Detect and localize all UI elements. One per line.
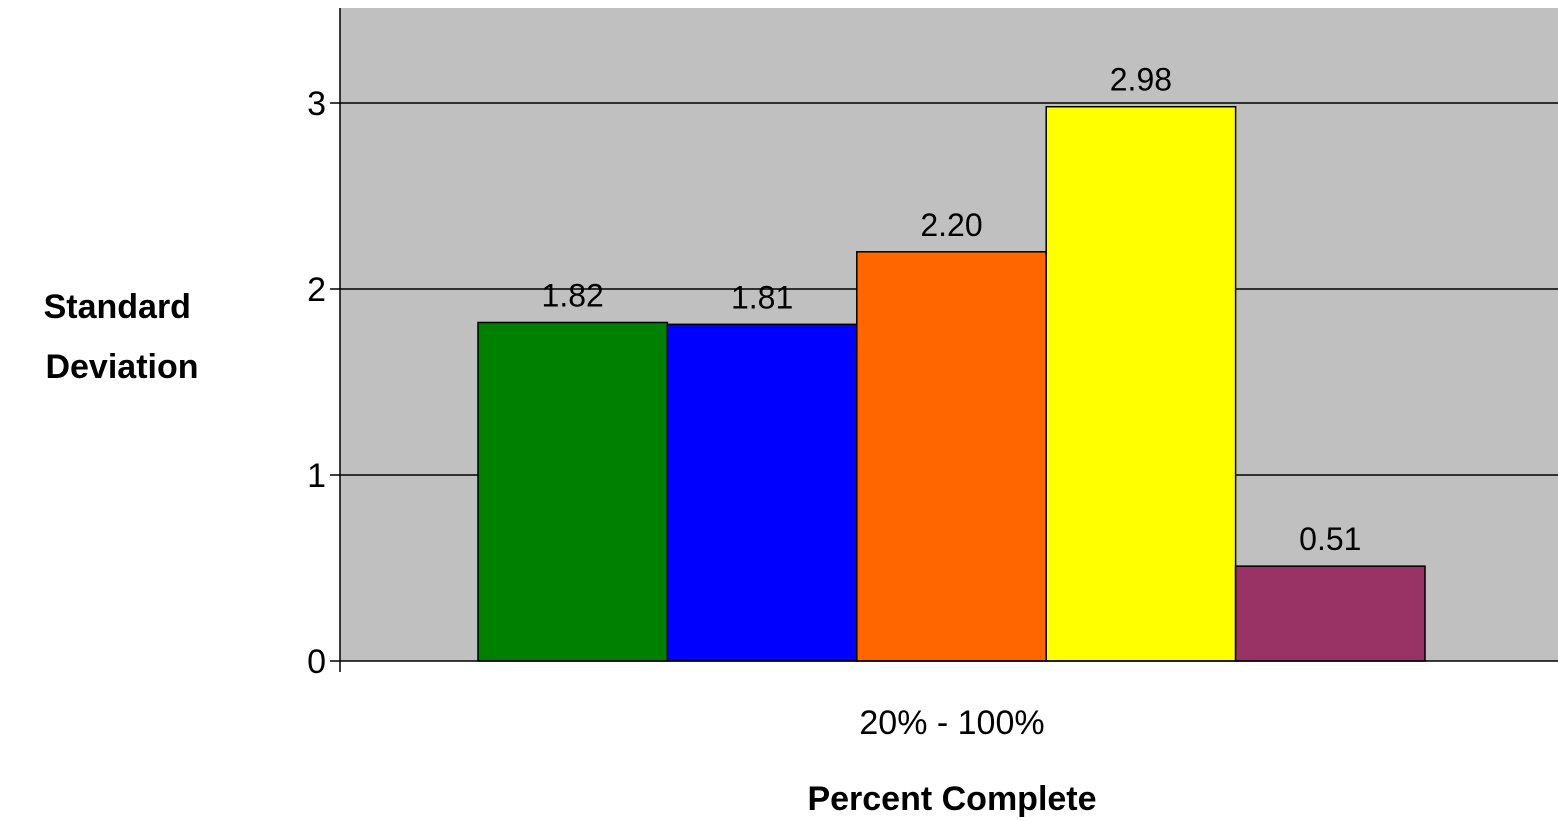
data-labels: 1.82 1.81 2.20 2.98 0.51 [542,62,1362,557]
bars [477,105,1426,662]
y-tick-labels: 0 1 2 3 [307,85,326,681]
y-axis-title-line-1: Standard [44,288,191,326]
bar-value-label: 0.51 [1299,521,1361,557]
bar-value-label: 1.82 [542,277,604,313]
y-axis-title-line-2: Deviation [45,348,198,386]
bar-value-label: 2.98 [1110,62,1172,98]
bar [856,251,1047,662]
bar-value-label: 2.20 [920,207,982,243]
y-tick-label: 3 [307,85,326,123]
y-tick-label: 0 [307,643,326,681]
y-tick-label: 1 [307,457,326,495]
bar [477,321,669,662]
bar-value-label: 1.81 [731,279,793,315]
x-category-label: 20% - 100% [859,704,1044,742]
y-axis-title: Standard Deviation [44,288,201,386]
bar [666,323,858,662]
axes [330,8,1558,672]
bar [1234,565,1426,662]
bar [1045,105,1237,662]
x-axis-title: Percent Complete [807,780,1096,818]
y-tick-label: 2 [307,271,326,309]
